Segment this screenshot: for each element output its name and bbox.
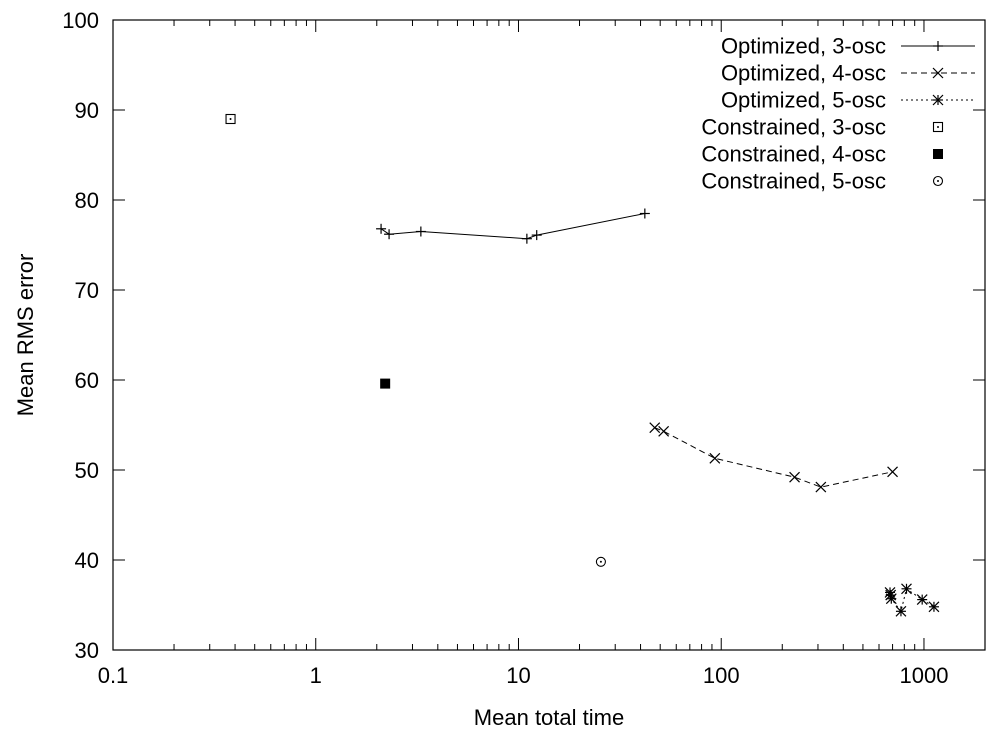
series-5-point	[380, 378, 391, 389]
series-6-point	[595, 556, 606, 567]
x-tick-label: 1000	[899, 663, 948, 688]
series-1-point	[376, 223, 387, 234]
marker-dot	[937, 126, 939, 128]
y-tick-label: 50	[75, 458, 99, 483]
marker-stroke	[916, 594, 928, 606]
series-4-point	[225, 113, 236, 125]
series-line-1	[380, 213, 645, 240]
legend-marker	[932, 175, 944, 187]
marker-stroke	[932, 67, 944, 79]
y-tick-label: 70	[75, 278, 99, 303]
y-tick-label: 90	[75, 98, 99, 123]
y-tick-labels: 30 40 50 60 70 80 90 100	[62, 8, 99, 663]
marker-stroke	[789, 471, 800, 483]
series-points	[225, 113, 940, 617]
series-1-point	[384, 229, 395, 240]
series-3-point	[916, 594, 928, 606]
marker-stroke	[895, 605, 907, 617]
marker-stroke	[709, 452, 721, 464]
marker-dot	[599, 560, 602, 563]
marker-dot	[229, 118, 232, 120]
y-axis-title: Mean RMS error	[13, 254, 38, 417]
legend-label: Optimized, 5-osc	[721, 88, 886, 113]
legend-marker	[932, 121, 944, 133]
x-tick-label: 100	[703, 663, 740, 688]
legend-marker	[933, 149, 943, 159]
y-tick-label: 100	[62, 8, 99, 33]
series-3-point	[885, 593, 897, 605]
x-tick-label: 0.1	[98, 663, 129, 688]
series-1-point	[639, 208, 650, 219]
series-1-point	[531, 230, 542, 241]
series-2-point	[658, 425, 670, 437]
series-3-point	[901, 583, 912, 595]
legend-label: Constrained, 5-osc	[701, 169, 886, 194]
series-2-point	[887, 466, 898, 478]
series-1-point	[415, 226, 426, 237]
x-tick-labels: 0.1 1 10 100 1000	[98, 663, 949, 688]
series-2-point	[649, 422, 661, 434]
marker-stroke	[649, 422, 661, 434]
marker-stroke	[901, 583, 912, 595]
series-3-point	[895, 605, 907, 617]
series-3-point	[928, 601, 940, 613]
legend-marker	[933, 41, 943, 51]
axis-ticks	[112, 19, 986, 651]
series-1-point	[521, 233, 532, 244]
series-2-point	[815, 481, 827, 493]
marker-stroke	[885, 593, 897, 605]
marker-stroke	[658, 425, 670, 437]
x-axis-title: Mean total time	[474, 705, 624, 730]
marker-dot	[937, 180, 939, 182]
legend-label: Constrained, 4-osc	[701, 142, 886, 167]
legend-marker	[932, 94, 944, 106]
plot-frame	[112, 19, 986, 651]
y-tick-label: 60	[75, 368, 99, 393]
legend-label: Optimized, 4-osc	[721, 61, 886, 86]
legend-marker	[932, 67, 944, 79]
marker-stroke	[887, 466, 898, 478]
marker-fill	[380, 378, 391, 389]
x-tick-label: 10	[506, 663, 530, 688]
legend-label: Optimized, 3-osc	[721, 34, 886, 59]
series-2-point	[789, 471, 800, 483]
legend-label: Constrained, 3-osc	[701, 115, 886, 140]
y-tick-label: 30	[75, 638, 99, 663]
marker-stroke	[932, 94, 944, 106]
marker-fill	[933, 149, 943, 159]
series-lines	[380, 213, 935, 613]
series-2-point	[709, 452, 721, 464]
marker-stroke	[815, 481, 827, 493]
x-tick-label: 1	[310, 663, 322, 688]
series-line-3	[889, 587, 935, 613]
marker-stroke	[928, 601, 940, 613]
series-line-2	[654, 427, 893, 488]
y-tick-label: 40	[75, 548, 99, 573]
y-tick-label: 80	[75, 188, 99, 213]
marker-stroke	[884, 586, 896, 598]
